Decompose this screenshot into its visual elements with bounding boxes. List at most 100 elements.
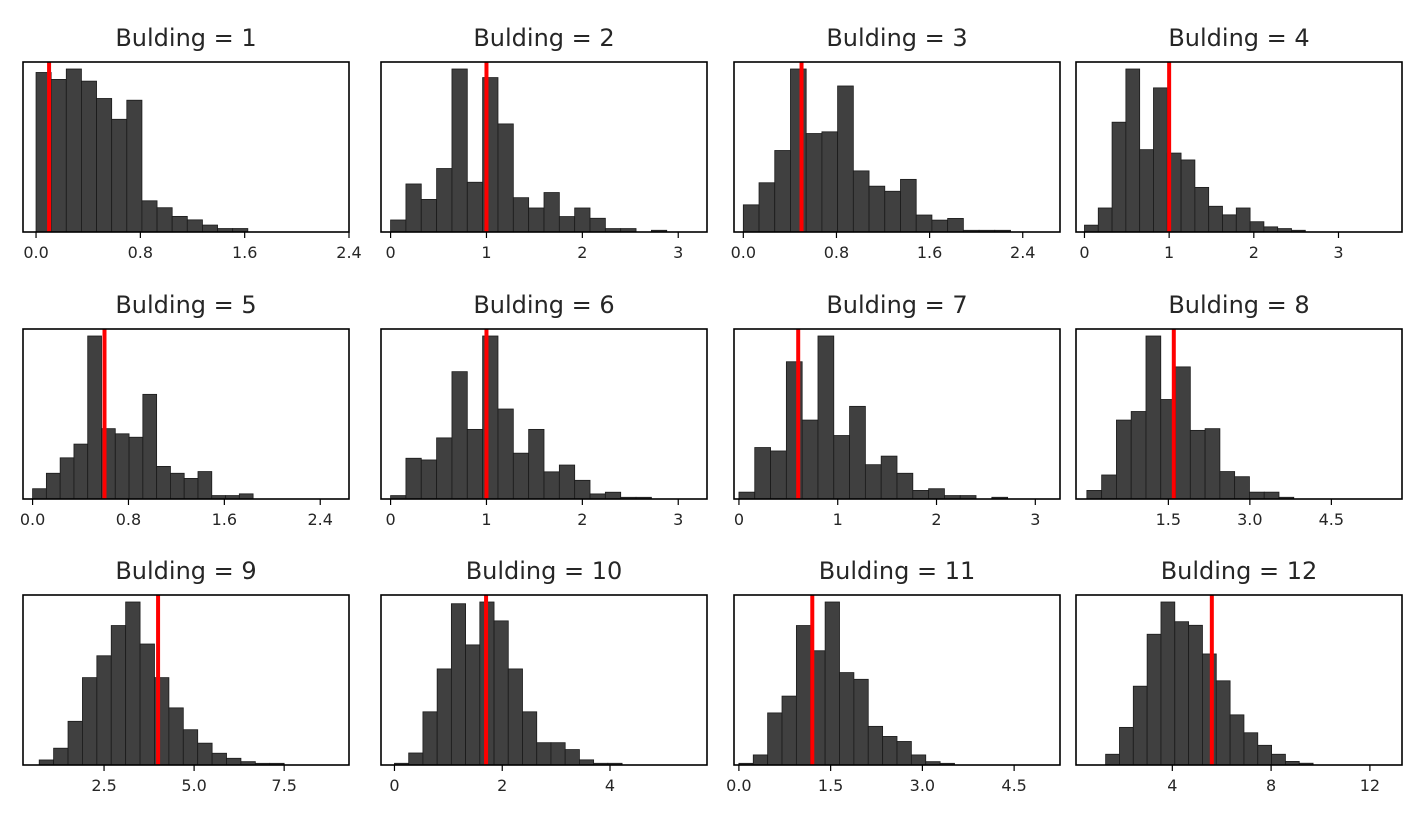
x-tick-label: 7.5	[271, 776, 296, 795]
histogram-bar	[466, 428, 484, 500]
histogram-bar	[1130, 411, 1147, 500]
axes-frame	[380, 328, 708, 500]
histogram-bar	[1139, 149, 1154, 233]
histogram-bar	[774, 150, 791, 233]
x-tick-label: 3.0	[1237, 510, 1262, 529]
histogram-bar	[110, 625, 127, 766]
histogram-bar	[770, 450, 787, 500]
histogram-bar	[1125, 68, 1141, 233]
x-tick-label: 1.5	[818, 776, 843, 795]
panel-title: Bulding = 6	[473, 291, 614, 319]
histogram-bar	[156, 465, 171, 500]
x-tick-label: 8	[1266, 776, 1276, 795]
x-tick-label: 1.5	[1156, 510, 1181, 529]
histogram-bar	[497, 408, 514, 500]
histogram-panel: Bulding = 3 0.0 0.8 1.6 2.4	[731, 24, 1061, 262]
histogram-bar	[884, 190, 901, 233]
histogram-bar	[1271, 753, 1286, 766]
histogram-bar	[790, 68, 807, 233]
histogram-bar	[849, 405, 866, 500]
x-tick-label: 0.0	[23, 243, 48, 262]
histogram-bar	[928, 488, 945, 500]
axes-frame	[1075, 328, 1403, 500]
histogram-bar	[604, 491, 622, 500]
histogram-bar	[59, 457, 75, 500]
histogram-bar	[65, 68, 82, 233]
histogram-panel: Bulding = 12 4 8 12	[1075, 557, 1403, 795]
histogram-bar	[170, 472, 185, 500]
histogram-bar	[564, 749, 580, 766]
panel-title: Bulding = 11	[819, 557, 976, 585]
histogram-bar	[142, 393, 158, 500]
panel-title: Bulding = 1	[115, 24, 256, 52]
panel-title: Bulding = 9	[115, 557, 256, 585]
histogram-bar	[852, 170, 870, 233]
histogram-bar	[837, 85, 854, 233]
histogram-bar	[801, 419, 819, 500]
histogram-bar	[141, 200, 158, 233]
histogram-bar	[182, 729, 199, 766]
histogram-bar	[947, 218, 964, 233]
histogram-bar	[1229, 714, 1245, 766]
histogram-bar	[896, 472, 914, 500]
histogram-bar	[465, 644, 481, 766]
histogram-bar	[420, 459, 438, 500]
histogram-bar	[87, 335, 102, 500]
histogram-bar	[752, 754, 769, 766]
histogram-panel: Bulding = 7 0 1 2 3	[733, 291, 1061, 529]
panel-title: Bulding = 5	[115, 291, 256, 319]
x-tick-label: 0.0	[726, 776, 751, 795]
histogram-bar	[543, 192, 560, 233]
histogram-bar	[1249, 491, 1265, 500]
x-tick-label: 4.5	[1001, 776, 1026, 795]
histogram-bar	[853, 678, 869, 766]
histogram-bar	[67, 720, 83, 766]
x-tick-label: 0	[734, 510, 744, 529]
histogram-bar	[1234, 476, 1250, 500]
x-tick-label: 2	[577, 243, 587, 262]
histogram-bar	[73, 443, 89, 500]
x-tick-label: 2	[497, 776, 507, 795]
x-tick-label: 3.0	[910, 776, 935, 795]
histogram-bar	[128, 436, 144, 500]
panel-title: Bulding = 12	[1161, 557, 1318, 585]
histogram-bar	[824, 601, 840, 766]
x-tick-label: 1	[481, 243, 491, 262]
histogram-bar	[1097, 207, 1113, 233]
histogram-bar	[839, 672, 855, 766]
panel-title: Bulding = 3	[826, 24, 967, 52]
histogram-bar	[1202, 653, 1217, 766]
histogram-bar	[1146, 633, 1162, 766]
histogram-panel: Bulding = 2 0 1 2 3	[380, 24, 708, 262]
histogram-bar	[864, 464, 882, 500]
histogram-bar	[436, 437, 453, 500]
x-tick-label: 2	[577, 510, 587, 529]
histogram-bar	[226, 757, 242, 766]
x-tick-label: 0.8	[116, 510, 141, 529]
histogram-bar	[522, 711, 538, 766]
histogram-bar	[1219, 471, 1236, 500]
histogram-panel: Bulding = 6 0 1 2 3	[380, 291, 708, 529]
histogram-bar	[408, 752, 424, 766]
histogram-bar	[45, 472, 61, 500]
histogram-bar	[795, 625, 812, 766]
axes-frame	[380, 61, 708, 233]
x-tick-label: 2.5	[91, 776, 116, 795]
histogram-bar	[536, 742, 552, 766]
histogram-bar	[805, 133, 823, 233]
histogram-bar	[466, 181, 484, 233]
histogram-bar	[125, 601, 141, 766]
x-tick-label: 0.8	[128, 243, 153, 262]
histogram-bar	[507, 668, 523, 766]
axes-frame	[1075, 594, 1403, 766]
x-tick-label: 3	[1030, 510, 1040, 529]
histogram-bar	[833, 435, 850, 500]
histogram-bar	[1101, 474, 1117, 500]
histogram-bar	[111, 118, 128, 233]
axes-frame	[1075, 61, 1403, 233]
histogram-bar	[1111, 121, 1127, 233]
histogram-bar	[1194, 186, 1210, 233]
x-tick-label: 1.6	[917, 243, 942, 262]
histogram-bar	[880, 455, 898, 500]
